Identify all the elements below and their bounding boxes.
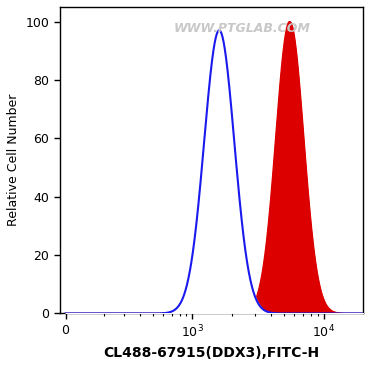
Text: WWW.PTGLAB.COM: WWW.PTGLAB.COM — [173, 22, 310, 35]
X-axis label: CL488-67915(DDX3),FITC-H: CL488-67915(DDX3),FITC-H — [103, 346, 319, 360]
Y-axis label: Relative Cell Number: Relative Cell Number — [7, 94, 20, 226]
